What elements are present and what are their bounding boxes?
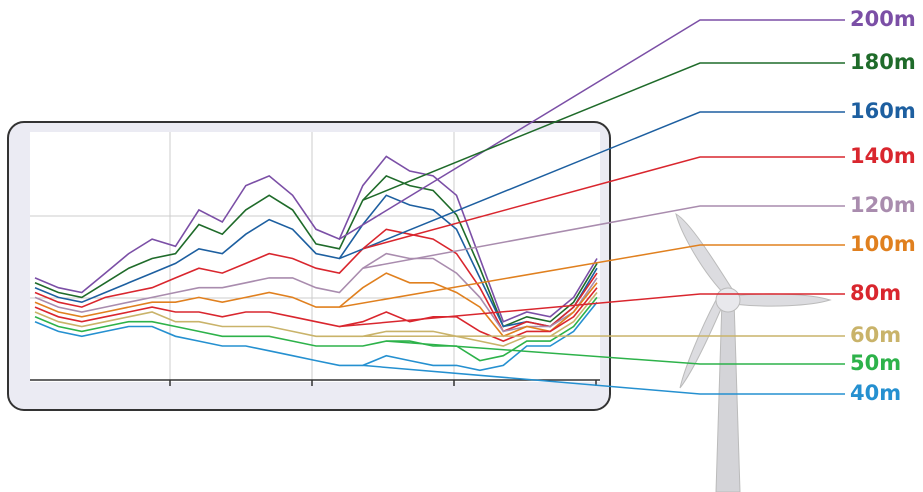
legend-label: 200m — [850, 7, 916, 31]
leader-line — [339, 244, 845, 308]
leader-line — [339, 19, 845, 240]
legend-label: 160m — [850, 99, 916, 123]
data-line — [34, 287, 598, 342]
legend-label: 50m — [850, 351, 901, 375]
plot-area — [30, 132, 600, 382]
legend-label: 120m — [850, 193, 916, 217]
leader-line — [339, 293, 845, 328]
data-line — [34, 301, 598, 372]
leader-line — [362, 364, 845, 395]
data-line — [34, 252, 598, 333]
grid — [30, 132, 600, 382]
data-line — [34, 291, 598, 347]
data-line — [34, 194, 598, 328]
legend-label: 100m — [850, 232, 916, 256]
leader-line — [362, 156, 845, 250]
legend-label: 80m — [850, 281, 901, 305]
legend-label: 180m — [850, 50, 916, 74]
legend-label: 140m — [850, 144, 916, 168]
legend-label: 60m — [850, 323, 901, 347]
data-line — [34, 296, 598, 362]
wind-turbine — [675, 212, 832, 492]
leader-line — [362, 205, 845, 269]
leader-line — [339, 111, 845, 260]
leader-line — [386, 340, 845, 365]
data-line — [34, 155, 598, 323]
legend-label: 40m — [850, 381, 901, 405]
leader-line — [362, 62, 845, 201]
